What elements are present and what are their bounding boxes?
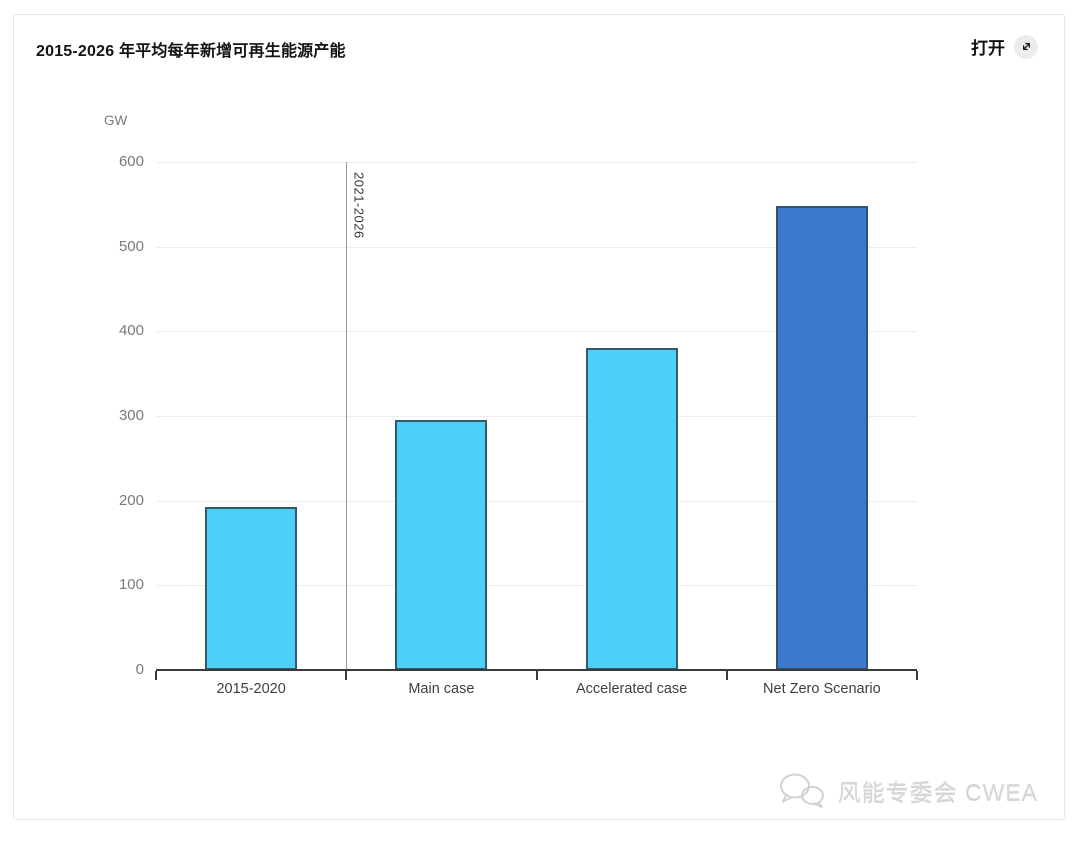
open-button-label: 打开 <box>971 39 1005 58</box>
chart-card: 2015-2026 年平均每年新增可再生能源产能 打开 GW 0 100 200 30… <box>13 14 1065 820</box>
bar-accelerated-case[interactable] <box>585 348 678 670</box>
gridline <box>156 162 917 163</box>
watermark: 风能专委会 CWEA <box>776 771 1038 811</box>
y-axis-unit-label: GW <box>104 113 128 128</box>
y-tick-label: 0 <box>135 661 144 678</box>
bar-net-zero-scenario[interactable] <box>775 206 868 670</box>
gridline <box>156 416 917 417</box>
bar-2015-2020[interactable] <box>205 506 298 670</box>
y-tick-label: 100 <box>118 576 144 594</box>
x-axis-line <box>156 669 917 671</box>
x-axis-boundary-tick <box>345 671 348 680</box>
annotation-period-label: 2021-2026 <box>351 172 367 239</box>
watermark-text: 风能专委会 CWEA <box>837 780 1038 806</box>
x-axis-boundary-tick <box>155 671 157 680</box>
x-category-label: Accelerated case <box>576 681 688 697</box>
x-category-label: 2015-2020 <box>216 681 286 697</box>
gridline <box>156 331 917 333</box>
open-button[interactable]: 打开 <box>971 34 1038 59</box>
bar-main-case[interactable] <box>395 420 488 670</box>
x-axis-boundary-tick <box>535 671 538 680</box>
expand-diagonal-icon <box>1022 43 1030 50</box>
annotation-period-line <box>346 162 348 670</box>
y-tick-label: 600 <box>118 153 144 170</box>
x-category-label: Net Zero Scenario <box>763 681 881 697</box>
x-axis-boundary-tick <box>916 671 918 680</box>
gridline <box>156 585 917 587</box>
gridline <box>156 500 917 502</box>
chart-title: 2015-2026 年平均每年新增可再生能源产能 <box>36 43 346 60</box>
y-tick-label: 500 <box>118 237 144 255</box>
open-expand-circle-button[interactable] <box>1014 34 1038 59</box>
y-tick-label: 300 <box>118 407 144 424</box>
gridline <box>156 246 917 248</box>
y-tick-label: 400 <box>118 322 144 340</box>
y-tick-label: 200 <box>118 491 144 509</box>
x-category-label: Main case <box>408 681 475 697</box>
wechat-icon <box>779 773 824 808</box>
x-axis-boundary-tick <box>725 671 728 680</box>
